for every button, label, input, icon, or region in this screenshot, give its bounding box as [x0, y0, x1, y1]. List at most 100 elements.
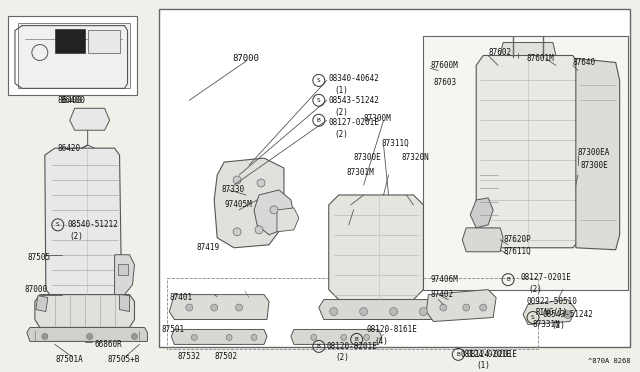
Text: 87301M: 87301M: [347, 167, 374, 177]
Text: 08543-51242: 08543-51242: [543, 310, 594, 319]
Text: RING(1): RING(1): [536, 308, 568, 317]
Text: (2): (2): [336, 353, 349, 362]
Text: (2): (2): [70, 232, 84, 241]
Circle shape: [340, 334, 347, 340]
Text: 87532: 87532: [177, 352, 200, 361]
Circle shape: [419, 308, 428, 315]
Polygon shape: [329, 195, 424, 299]
Circle shape: [390, 308, 397, 315]
Circle shape: [236, 304, 243, 311]
Circle shape: [255, 226, 263, 234]
Text: 87402: 87402: [430, 290, 454, 299]
Text: (2): (2): [528, 285, 542, 294]
Text: 87320N: 87320N: [401, 153, 429, 161]
Text: (2): (2): [551, 321, 565, 330]
Bar: [55, 29, 84, 54]
Polygon shape: [470, 198, 493, 228]
Circle shape: [251, 334, 257, 340]
Text: 87505: 87505: [28, 253, 51, 262]
Text: 86420: 86420: [58, 144, 81, 153]
Text: 00922-50510: 00922-50510: [526, 297, 577, 306]
Polygon shape: [120, 295, 129, 311]
Text: B: B: [506, 277, 510, 282]
Polygon shape: [35, 295, 134, 327]
Text: 87501: 87501: [161, 325, 184, 334]
Polygon shape: [523, 299, 576, 324]
Text: B: B: [317, 118, 321, 123]
Polygon shape: [576, 58, 620, 250]
Text: 66860R: 66860R: [95, 340, 122, 349]
Circle shape: [226, 334, 232, 340]
Polygon shape: [115, 255, 134, 295]
Text: S: S: [317, 98, 321, 103]
Text: 08540-51212: 08540-51212: [68, 220, 118, 230]
Text: 87640: 87640: [573, 58, 596, 67]
Circle shape: [270, 206, 278, 214]
Text: S: S: [317, 78, 321, 83]
Text: 08124-0201E: 08124-0201E: [460, 350, 511, 359]
Polygon shape: [319, 299, 438, 320]
Polygon shape: [45, 148, 122, 295]
Circle shape: [463, 304, 470, 311]
Text: (1): (1): [335, 86, 349, 95]
Text: 87603: 87603: [433, 78, 456, 87]
Circle shape: [360, 308, 367, 315]
Polygon shape: [172, 330, 267, 344]
Polygon shape: [254, 190, 294, 235]
Polygon shape: [36, 296, 48, 311]
Text: 87601M: 87601M: [526, 54, 554, 63]
Text: 08543-51242: 08543-51242: [329, 96, 380, 105]
Circle shape: [86, 333, 93, 339]
Text: 86400: 86400: [60, 96, 85, 105]
Text: (1): (1): [476, 361, 490, 370]
Polygon shape: [27, 327, 147, 341]
Bar: [159, 9, 630, 347]
Text: 87311Q: 87311Q: [381, 139, 410, 148]
Circle shape: [311, 334, 317, 340]
Bar: [424, 36, 628, 290]
Polygon shape: [118, 264, 127, 275]
Text: 86400: 86400: [57, 96, 82, 105]
Circle shape: [257, 179, 265, 187]
Text: ^870A 0268: ^870A 0268: [588, 358, 630, 364]
Bar: [8, 16, 138, 95]
Circle shape: [564, 311, 572, 318]
Bar: [88, 30, 120, 54]
Text: 08127-0201E: 08127-0201E: [520, 273, 571, 282]
Text: 08120-8161E: 08120-8161E: [367, 325, 417, 334]
Circle shape: [480, 304, 486, 311]
Circle shape: [233, 228, 241, 236]
Polygon shape: [170, 295, 269, 320]
Circle shape: [42, 333, 48, 339]
Circle shape: [131, 333, 138, 339]
Text: B: B: [317, 344, 321, 349]
Text: 87505+B: 87505+B: [108, 355, 140, 364]
Polygon shape: [291, 330, 381, 344]
Circle shape: [186, 304, 193, 311]
Text: 87401: 87401: [170, 293, 193, 302]
Text: 08124-0201E: 08124-0201E: [467, 350, 517, 359]
Text: 87300M: 87300M: [364, 114, 392, 123]
Circle shape: [211, 304, 218, 311]
Circle shape: [364, 334, 370, 340]
Text: 87300EA: 87300EA: [578, 148, 610, 157]
Text: 87331N: 87331N: [533, 320, 561, 329]
Polygon shape: [18, 23, 129, 89]
Text: 87000: 87000: [232, 54, 259, 63]
Text: (4): (4): [374, 337, 388, 346]
Text: 97405M: 97405M: [224, 201, 252, 209]
Polygon shape: [277, 208, 299, 232]
Text: 08120-8201E: 08120-8201E: [327, 342, 378, 351]
Text: 87300E: 87300E: [354, 153, 381, 161]
Text: 87501A: 87501A: [56, 355, 84, 364]
Text: 87000: 87000: [25, 285, 48, 294]
Text: (2): (2): [335, 130, 349, 139]
Polygon shape: [500, 42, 556, 55]
Text: 87611Q: 87611Q: [503, 247, 531, 256]
Text: 87502: 87502: [214, 352, 237, 361]
Text: B: B: [355, 337, 358, 342]
Circle shape: [440, 304, 447, 311]
Circle shape: [191, 334, 197, 340]
Circle shape: [330, 308, 338, 315]
Polygon shape: [476, 55, 580, 248]
